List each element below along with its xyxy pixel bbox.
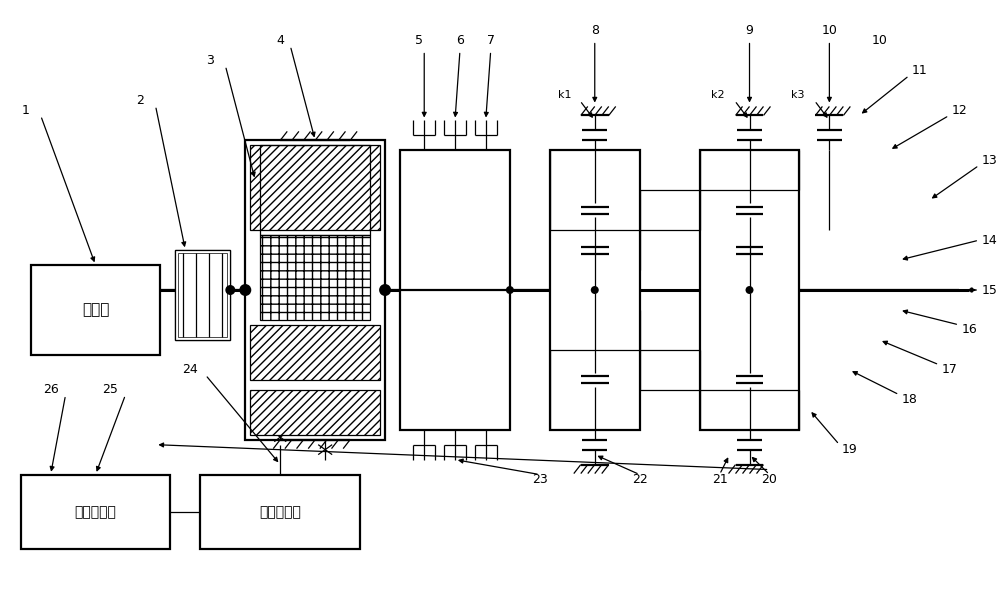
Text: 1: 1 (22, 104, 30, 117)
Circle shape (591, 286, 599, 294)
Text: 15: 15 (981, 284, 997, 297)
Text: 发动机: 发动机 (82, 303, 109, 317)
Text: 21: 21 (712, 473, 727, 486)
Bar (21, 474, 170, 549)
Text: 26: 26 (43, 384, 58, 396)
Text: 7: 7 (487, 34, 495, 47)
Text: 10: 10 (871, 34, 887, 47)
Circle shape (225, 285, 235, 295)
Text: 13: 13 (981, 154, 997, 167)
Bar (200, 474, 360, 549)
Text: 18: 18 (901, 394, 917, 407)
Bar (260, 145, 370, 235)
Text: 3: 3 (206, 54, 214, 67)
Text: 8: 8 (591, 24, 599, 37)
Bar (700, 150, 799, 430)
Circle shape (379, 284, 391, 296)
Circle shape (746, 286, 754, 294)
Text: 12: 12 (951, 104, 967, 117)
Text: 22: 22 (632, 473, 648, 486)
Text: k1: k1 (558, 90, 572, 100)
Text: 16: 16 (961, 323, 977, 336)
Bar (250, 145, 380, 230)
Bar (550, 150, 640, 430)
Text: 6: 6 (456, 34, 464, 47)
Text: 2: 2 (137, 94, 144, 107)
Circle shape (239, 284, 251, 296)
Circle shape (506, 286, 514, 294)
Bar (260, 235, 370, 320)
Bar (31, 265, 160, 355)
Text: 11: 11 (911, 64, 927, 77)
Text: 14: 14 (981, 234, 997, 247)
Bar (175, 250, 230, 340)
Text: 10: 10 (821, 24, 837, 37)
Text: 9: 9 (746, 24, 753, 37)
Text: k2: k2 (711, 90, 724, 100)
Text: 17: 17 (941, 363, 957, 376)
Text: 5: 5 (415, 34, 423, 47)
Bar (178, 253, 227, 337)
Text: 4: 4 (276, 34, 284, 47)
Bar (245, 140, 385, 440)
Text: 20: 20 (762, 473, 777, 486)
Circle shape (380, 285, 390, 295)
Bar (175, 250, 230, 340)
Text: 24: 24 (183, 363, 198, 376)
Text: 动力电池组: 动力电池组 (75, 505, 116, 519)
Text: 23: 23 (532, 473, 548, 486)
Text: 25: 25 (103, 384, 118, 396)
Bar (250, 325, 380, 380)
Bar (400, 150, 510, 430)
Bar (250, 390, 380, 435)
Text: 电机控制器: 电机控制器 (259, 505, 301, 519)
Text: 19: 19 (841, 443, 857, 456)
Text: k3: k3 (791, 90, 804, 100)
